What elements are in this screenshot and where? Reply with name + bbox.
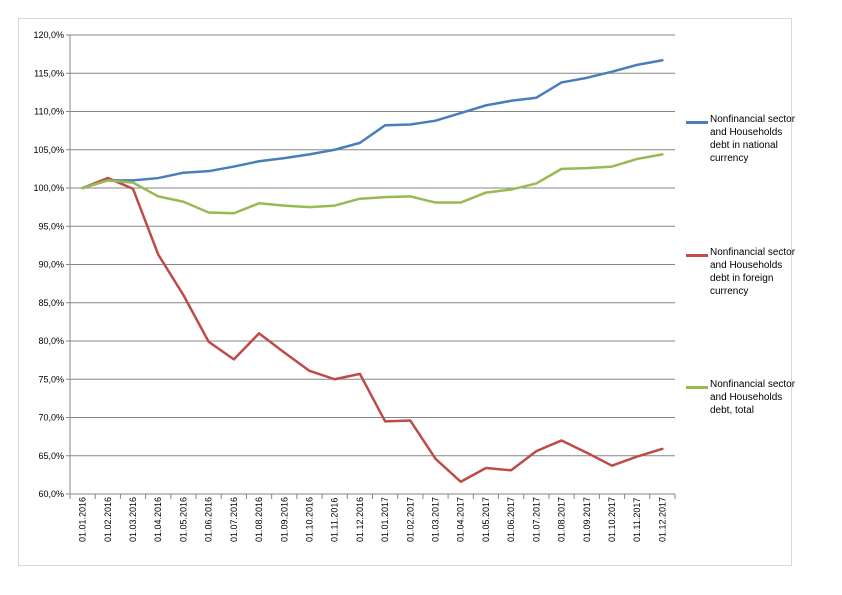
y-tick-label: 120,0% (33, 30, 64, 40)
y-tick-label: 110,0% (34, 107, 64, 117)
chart-frame (18, 18, 792, 566)
x-tick-label: 01.06.2016 (204, 497, 214, 542)
x-tick-label: 01.08.2017 (557, 497, 567, 542)
x-tick-label: 01.01.2016 (78, 497, 88, 542)
x-tick-label: 01.12.2017 (657, 497, 667, 542)
x-tick-label: 01.02.2017 (405, 497, 415, 542)
y-tick-label: 70,0% (38, 413, 64, 423)
y-tick-label: 115,0% (34, 68, 64, 78)
x-tick-label: 01.05.2016 (178, 497, 188, 542)
x-tick-label: 01.04.2017 (456, 497, 466, 542)
x-tick-label: 01.11.2016 (330, 498, 340, 542)
x-tick-label: 01.12.2016 (355, 497, 365, 542)
x-tick-label: 01.04.2016 (153, 497, 163, 542)
y-tick-label: 65,0% (38, 451, 64, 461)
y-tick-label: 85,0% (38, 298, 64, 308)
series-line-0 (81, 58, 664, 190)
x-tick-label: 01.01.2017 (380, 497, 390, 542)
series-line-1 (81, 176, 664, 484)
x-tick-label: 01.09.2016 (279, 497, 289, 542)
x-tick-label: 01.10.2017 (607, 497, 617, 542)
y-tick-label: 60,0% (38, 489, 64, 499)
x-tick-label: 01.09.2017 (582, 497, 592, 542)
y-tick-label: 80,0% (38, 336, 64, 346)
y-tick-label: 75,0% (38, 374, 64, 384)
legend-swatch-foreign-currency (686, 254, 708, 257)
x-tick-label: 01.03.2016 (128, 497, 138, 542)
y-tick-label: 105,0% (33, 145, 64, 155)
x-tick-label: 01.03.2017 (431, 497, 441, 542)
legend-label-national-currency: Nonfinancial sector and Households debt … (710, 114, 796, 164)
legend-swatch-national-currency (686, 121, 708, 124)
x-tick-label: 01.05.2017 (481, 497, 491, 542)
y-tick-label: 95,0% (38, 221, 64, 231)
x-tick-label: 01.07.2017 (531, 497, 541, 542)
x-tick-label: 01.06.2017 (506, 497, 516, 542)
x-tick-label: 01.02.2016 (103, 497, 113, 542)
legend-label-foreign-currency: Nonfinancial sector and Households debt … (710, 247, 796, 297)
x-tick-label: 01.08.2016 (254, 497, 264, 542)
legend-label-total: Nonfinancial sector and Households debt,… (710, 379, 796, 416)
x-tick-label: 01.10.2016 (304, 497, 314, 542)
series-line-2 (81, 153, 664, 215)
legend-swatch-total (686, 386, 708, 389)
y-tick-label: 100,0% (33, 183, 64, 193)
y-tick-label: 90,0% (38, 260, 64, 270)
x-tick-label: 01.11.2017 (632, 498, 642, 542)
x-tick-label: 01.07.2016 (229, 497, 239, 542)
